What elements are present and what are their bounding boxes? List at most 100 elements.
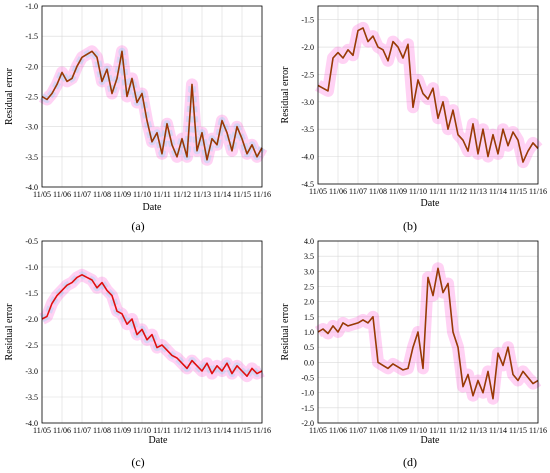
y-tick-label: 1.0: [304, 328, 314, 337]
x-tick-label: 11/06: [53, 426, 71, 435]
x-tick-label: 11/16: [253, 190, 271, 199]
x-tick-label: 11/05: [309, 187, 327, 196]
x-tick-label: 11/13: [193, 190, 211, 199]
y-tick-label: 0.5: [304, 343, 314, 352]
y-tick-label: -2.5: [25, 341, 38, 350]
panel-label: (b): [403, 219, 417, 233]
x-tick-label: 11/08: [369, 426, 387, 435]
y-tick-label: -3.5: [301, 125, 314, 134]
series-line-highlight: [317, 27, 539, 164]
y-tick-label: -1.5: [301, 16, 314, 25]
x-tick-label: 11/12: [173, 426, 191, 435]
x-tick-label: 11/12: [449, 426, 467, 435]
y-tick-label: 2.0: [304, 298, 314, 307]
x-tick-label: 11/14: [489, 426, 507, 435]
x-tick-label: 11/10: [133, 190, 151, 199]
x-tick-label: 11/05: [33, 426, 51, 435]
x-axis-label: Date: [421, 198, 440, 209]
x-tick-label: 11/11: [429, 426, 447, 435]
x-tick-label: 11/15: [509, 426, 527, 435]
x-tick-label: 11/14: [489, 187, 507, 196]
y-tick-label: -4.0: [25, 419, 38, 428]
y-tick-label: 3.5: [304, 252, 314, 261]
x-tick-label: 11/13: [469, 426, 487, 435]
x-tick-label: 11/05: [309, 426, 327, 435]
x-tick-label: 11/10: [133, 426, 151, 435]
y-tick-label: -1.0: [25, 2, 38, 11]
plot-frame: [41, 5, 263, 188]
y-tick-label: -2.0: [25, 315, 38, 324]
y-tick-label: -3.5: [25, 393, 38, 402]
x-tick-label: 11/10: [409, 426, 427, 435]
y-axis-label: Residual error: [4, 67, 15, 125]
panel-label: (d): [403, 455, 417, 469]
series-line-highlight: [41, 274, 263, 377]
y-tick-label: 0.0: [304, 358, 314, 367]
x-tick-label: 11/15: [233, 190, 251, 199]
y-tick-label: -2.0: [301, 43, 314, 52]
x-axis-label: Date: [149, 435, 168, 446]
x-tick-label: 11/09: [389, 426, 407, 435]
plot-frame: [317, 5, 539, 185]
x-tick-label: 11/11: [153, 190, 171, 199]
x-tick-label: 11/05: [33, 190, 51, 199]
y-tick-label: -2.5: [25, 93, 38, 102]
x-tick-label: 11/08: [93, 426, 111, 435]
x-tick-label: 11/07: [73, 426, 91, 435]
x-tick-label: 11/06: [329, 426, 347, 435]
y-axis-label: Residual error: [4, 303, 15, 361]
y-tick-label: -3.0: [301, 98, 314, 107]
x-tick-label: 11/15: [233, 426, 251, 435]
y-tick-label: -1.0: [301, 389, 314, 398]
y-tick-label: -2.0: [25, 62, 38, 71]
y-tick-label: -4.0: [25, 183, 38, 192]
x-tick-label: 11/16: [253, 426, 271, 435]
y-tick-label: -2.0: [301, 419, 314, 428]
x-tick-label: 11/06: [329, 187, 347, 196]
x-tick-label: 11/09: [113, 190, 131, 199]
y-axis-label: Residual error: [280, 303, 291, 361]
x-tick-label: 11/10: [409, 187, 427, 196]
x-tick-label: 11/12: [449, 187, 467, 196]
y-tick-label: -0.5: [301, 374, 314, 383]
x-tick-label: 11/13: [469, 187, 487, 196]
y-tick-label: -2.5: [301, 70, 314, 79]
x-tick-label: 11/15: [509, 187, 527, 196]
x-tick-label: 11/08: [93, 190, 111, 199]
x-tick-label: 11/09: [389, 187, 407, 196]
y-tick-label: -1.0: [25, 263, 38, 272]
y-tick-label: -0.5: [25, 237, 38, 246]
x-tick-label: 11/11: [429, 187, 447, 196]
x-tick-label: 11/07: [349, 187, 367, 196]
y-tick-label: -3.0: [25, 367, 38, 376]
y-tick-label: 2.5: [304, 283, 314, 292]
y-tick-label: -4.5: [301, 180, 314, 189]
y-tick-label: 1.5: [304, 313, 314, 322]
panel-label: (c): [131, 455, 144, 469]
plot-frame: [41, 240, 263, 424]
uncertainty-band: [315, 21, 543, 169]
x-tick-label: 11/08: [369, 187, 387, 196]
x-tick-label: 11/13: [193, 426, 211, 435]
x-tick-label: 11/06: [53, 190, 71, 199]
y-tick-label: 3.0: [304, 267, 314, 276]
series-line-highlight: [317, 268, 539, 399]
uncertainty-band-alt: [40, 271, 264, 380]
x-tick-label: 11/16: [529, 187, 547, 196]
y-tick-label: -4.0: [301, 153, 314, 162]
x-tick-label: 11/09: [113, 426, 131, 435]
x-tick-label: 11/12: [173, 190, 191, 199]
x-tick-label: 11/14: [213, 426, 231, 435]
plot-frame: [317, 240, 539, 424]
x-tick-label: 11/14: [213, 190, 231, 199]
x-tick-label: 11/07: [349, 426, 367, 435]
x-tick-label: 11/07: [73, 190, 91, 199]
y-tick-label: -3.5: [25, 153, 38, 162]
y-tick-label: -1.5: [25, 289, 38, 298]
y-tick-label: -1.5: [25, 32, 38, 41]
panel-label: (a): [131, 219, 144, 233]
x-axis-label: Date: [143, 202, 162, 213]
x-tick-label: 11/16: [529, 426, 547, 435]
x-tick-label: 11/11: [153, 426, 171, 435]
